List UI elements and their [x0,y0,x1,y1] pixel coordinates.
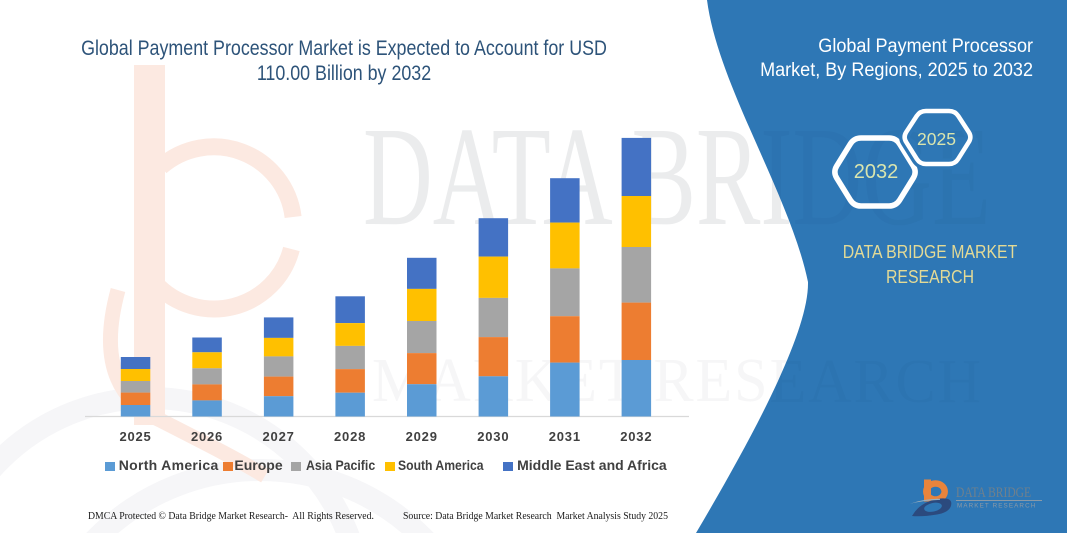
svg-text:MARKET RESEARCH: MARKET RESEARCH [957,502,1036,509]
svg-text:2025: 2025 [917,129,956,149]
svg-text:DATA BRIDGE: DATA BRIDGE [956,483,1031,500]
svg-text:2032: 2032 [854,161,899,183]
